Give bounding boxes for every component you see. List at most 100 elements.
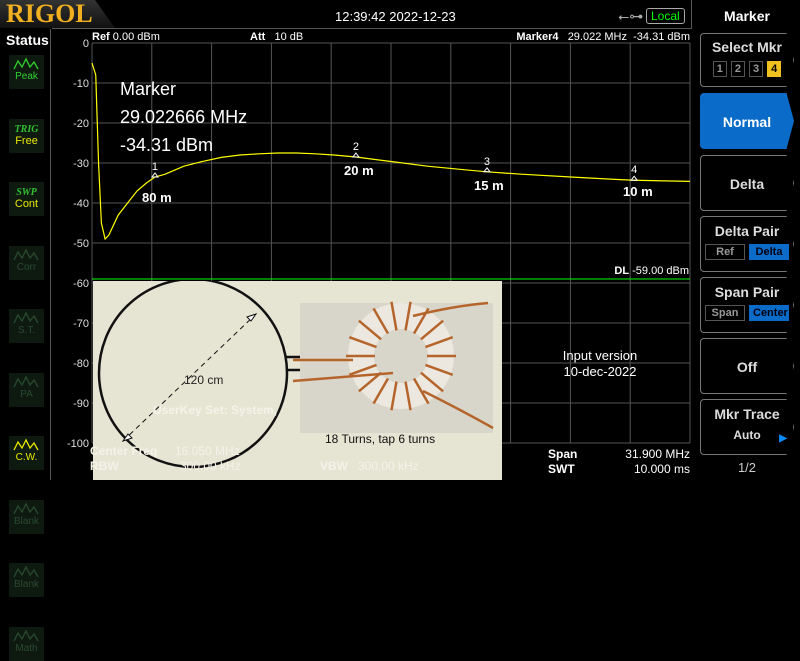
marker-readout-freq: 29.022 MHz	[567, 31, 627, 43]
toroid-turn	[390, 301, 398, 331]
normal-button[interactable]: Normal	[700, 93, 794, 149]
y-tick-label: -60	[73, 278, 89, 290]
antenna-overlay-image: 120 cm UserKey Set: System, 18 Turns, ta…	[90, 281, 502, 480]
mkr-trace-value: Auto	[733, 428, 761, 442]
marker-1-label: 1	[152, 161, 158, 173]
ref-label: Ref	[92, 31, 110, 43]
remote-status: Local	[646, 8, 685, 24]
marker-1-point	[150, 172, 159, 178]
annotation-marker: Marker	[120, 79, 177, 99]
status-item-label: C.W.	[15, 452, 38, 463]
toroid-turn	[390, 381, 398, 411]
status-title: Status	[6, 32, 49, 48]
rbw-value[interactable]: 300.00 kHz	[180, 459, 241, 473]
marker-readout-label: Marker4	[516, 31, 559, 43]
status-item-peak[interactable]: Peak	[9, 55, 44, 89]
status-item-corr[interactable]: Corr	[9, 245, 44, 280]
marker-2-option[interactable]: 2	[730, 61, 745, 77]
span-pair-button[interactable]: Span Pair Span Center	[700, 277, 794, 333]
menu-title: Marker	[724, 8, 770, 24]
waveform-icon	[12, 375, 39, 387]
span-option[interactable]: Span	[705, 305, 745, 321]
marker-3-option[interactable]: 3	[749, 61, 764, 77]
delta-pair-label: Delta Pair	[714, 223, 780, 239]
y-tick-label: 0	[83, 38, 89, 50]
att-value[interactable]: 10 dB	[274, 31, 304, 43]
toroid-turn	[412, 377, 430, 405]
status-item-heading: TRIG	[14, 123, 39, 135]
toroid-turn	[348, 363, 377, 376]
center-freq-value[interactable]: 16.050 MHz	[175, 444, 240, 458]
span-value[interactable]: 31.900 MHz	[625, 447, 690, 461]
toroid-turn	[425, 336, 454, 349]
status-item-free[interactable]: TRIG Free	[9, 118, 44, 153]
ref-value[interactable]: 0.00 dBm	[112, 31, 160, 43]
toroid-turn	[348, 336, 377, 349]
delta-pair-button[interactable]: Delta Pair Ref Delta	[700, 216, 794, 272]
status-item-blank[interactable]: Blank	[9, 499, 44, 534]
y-tick-label: -40	[73, 198, 89, 210]
marker-4-option[interactable]: 4	[767, 61, 782, 77]
waveform-icon	[12, 502, 39, 514]
status-item-st[interactable]: S.T.	[9, 309, 44, 343]
y-tick-label: -20	[73, 118, 89, 130]
version-text: Input version	[562, 348, 638, 363]
marker-1-option[interactable]: 1	[712, 61, 727, 77]
dl-label: DL	[614, 265, 630, 277]
waveform-icon	[12, 57, 39, 70]
status-item-heading: SWP	[16, 187, 37, 198]
userkey-text: UserKey Set: System,	[153, 403, 278, 417]
annotation-freq: 29.022666 MHz	[120, 107, 248, 127]
page-indicator[interactable]: 1/2	[737, 460, 757, 475]
status-item-label: Blank	[13, 579, 39, 590]
rigol-logo: RIGOL	[0, 0, 115, 28]
annotation-level: -34.31 dBm	[120, 135, 214, 155]
center-option[interactable]: Center	[749, 305, 789, 321]
status-item-pa[interactable]: PA	[9, 372, 44, 407]
datetime: 12:39:42 2022-12-23	[335, 9, 456, 24]
divider	[52, 28, 692, 29]
loop-diameter-label: 120 cm	[184, 373, 224, 387]
toroid-turn	[404, 301, 412, 331]
band-label-15m: 15 m	[474, 178, 504, 193]
toroid-turn	[420, 371, 444, 393]
toroid-turn	[404, 381, 412, 411]
status-item-label: PA	[20, 388, 33, 400]
waveform-icon	[12, 629, 39, 641]
status-item-cont[interactable]: SWP Cont	[9, 182, 44, 216]
status-item-cw[interactable]: C.W.	[9, 436, 44, 470]
status-item-label: Free	[15, 134, 38, 147]
y-tick-label: -80	[73, 358, 89, 370]
triangle-right-icon: ▶	[779, 433, 787, 444]
dl-value: -59.00 dBm	[632, 265, 689, 277]
y-tick-label: -10	[73, 78, 89, 90]
y-tick-label: -70	[73, 318, 89, 330]
status-item-blank[interactable]: Blank	[9, 563, 44, 597]
version-date: 10-dec-2022	[563, 364, 637, 379]
off-button[interactable]: Off	[700, 338, 794, 394]
mkr-trace-label: Mkr Trace	[714, 406, 780, 422]
marker-3-point	[482, 166, 491, 173]
waveform-icon	[12, 248, 39, 260]
vbw-value[interactable]: 300.00 kHz	[358, 459, 419, 473]
mkr-trace-button[interactable]: Mkr Trace Auto ▶	[700, 399, 794, 455]
status-item-label: S.T.	[17, 325, 36, 336]
status-item-label: Math	[15, 642, 38, 654]
status-item-label: Peak	[15, 71, 38, 82]
y-tick-label: -50	[73, 238, 89, 250]
delta-button[interactable]: Delta	[700, 155, 794, 211]
toroid-turn	[420, 319, 444, 341]
span-pair-label: Span Pair	[714, 284, 780, 300]
marker-readout-level: -34.31 dBm	[633, 31, 690, 43]
toroid-turn	[372, 377, 390, 405]
status-item-label: Blank	[13, 515, 39, 527]
delta-option[interactable]: Delta	[749, 244, 789, 260]
status-item-math[interactable]: Math	[9, 626, 44, 661]
status-item-label: Corr	[16, 261, 37, 273]
toroid-turn	[425, 363, 454, 376]
marker-2-label: 2	[353, 141, 359, 153]
swt-value[interactable]: 10.000 ms	[633, 462, 690, 476]
ref-option[interactable]: Ref	[705, 244, 745, 260]
